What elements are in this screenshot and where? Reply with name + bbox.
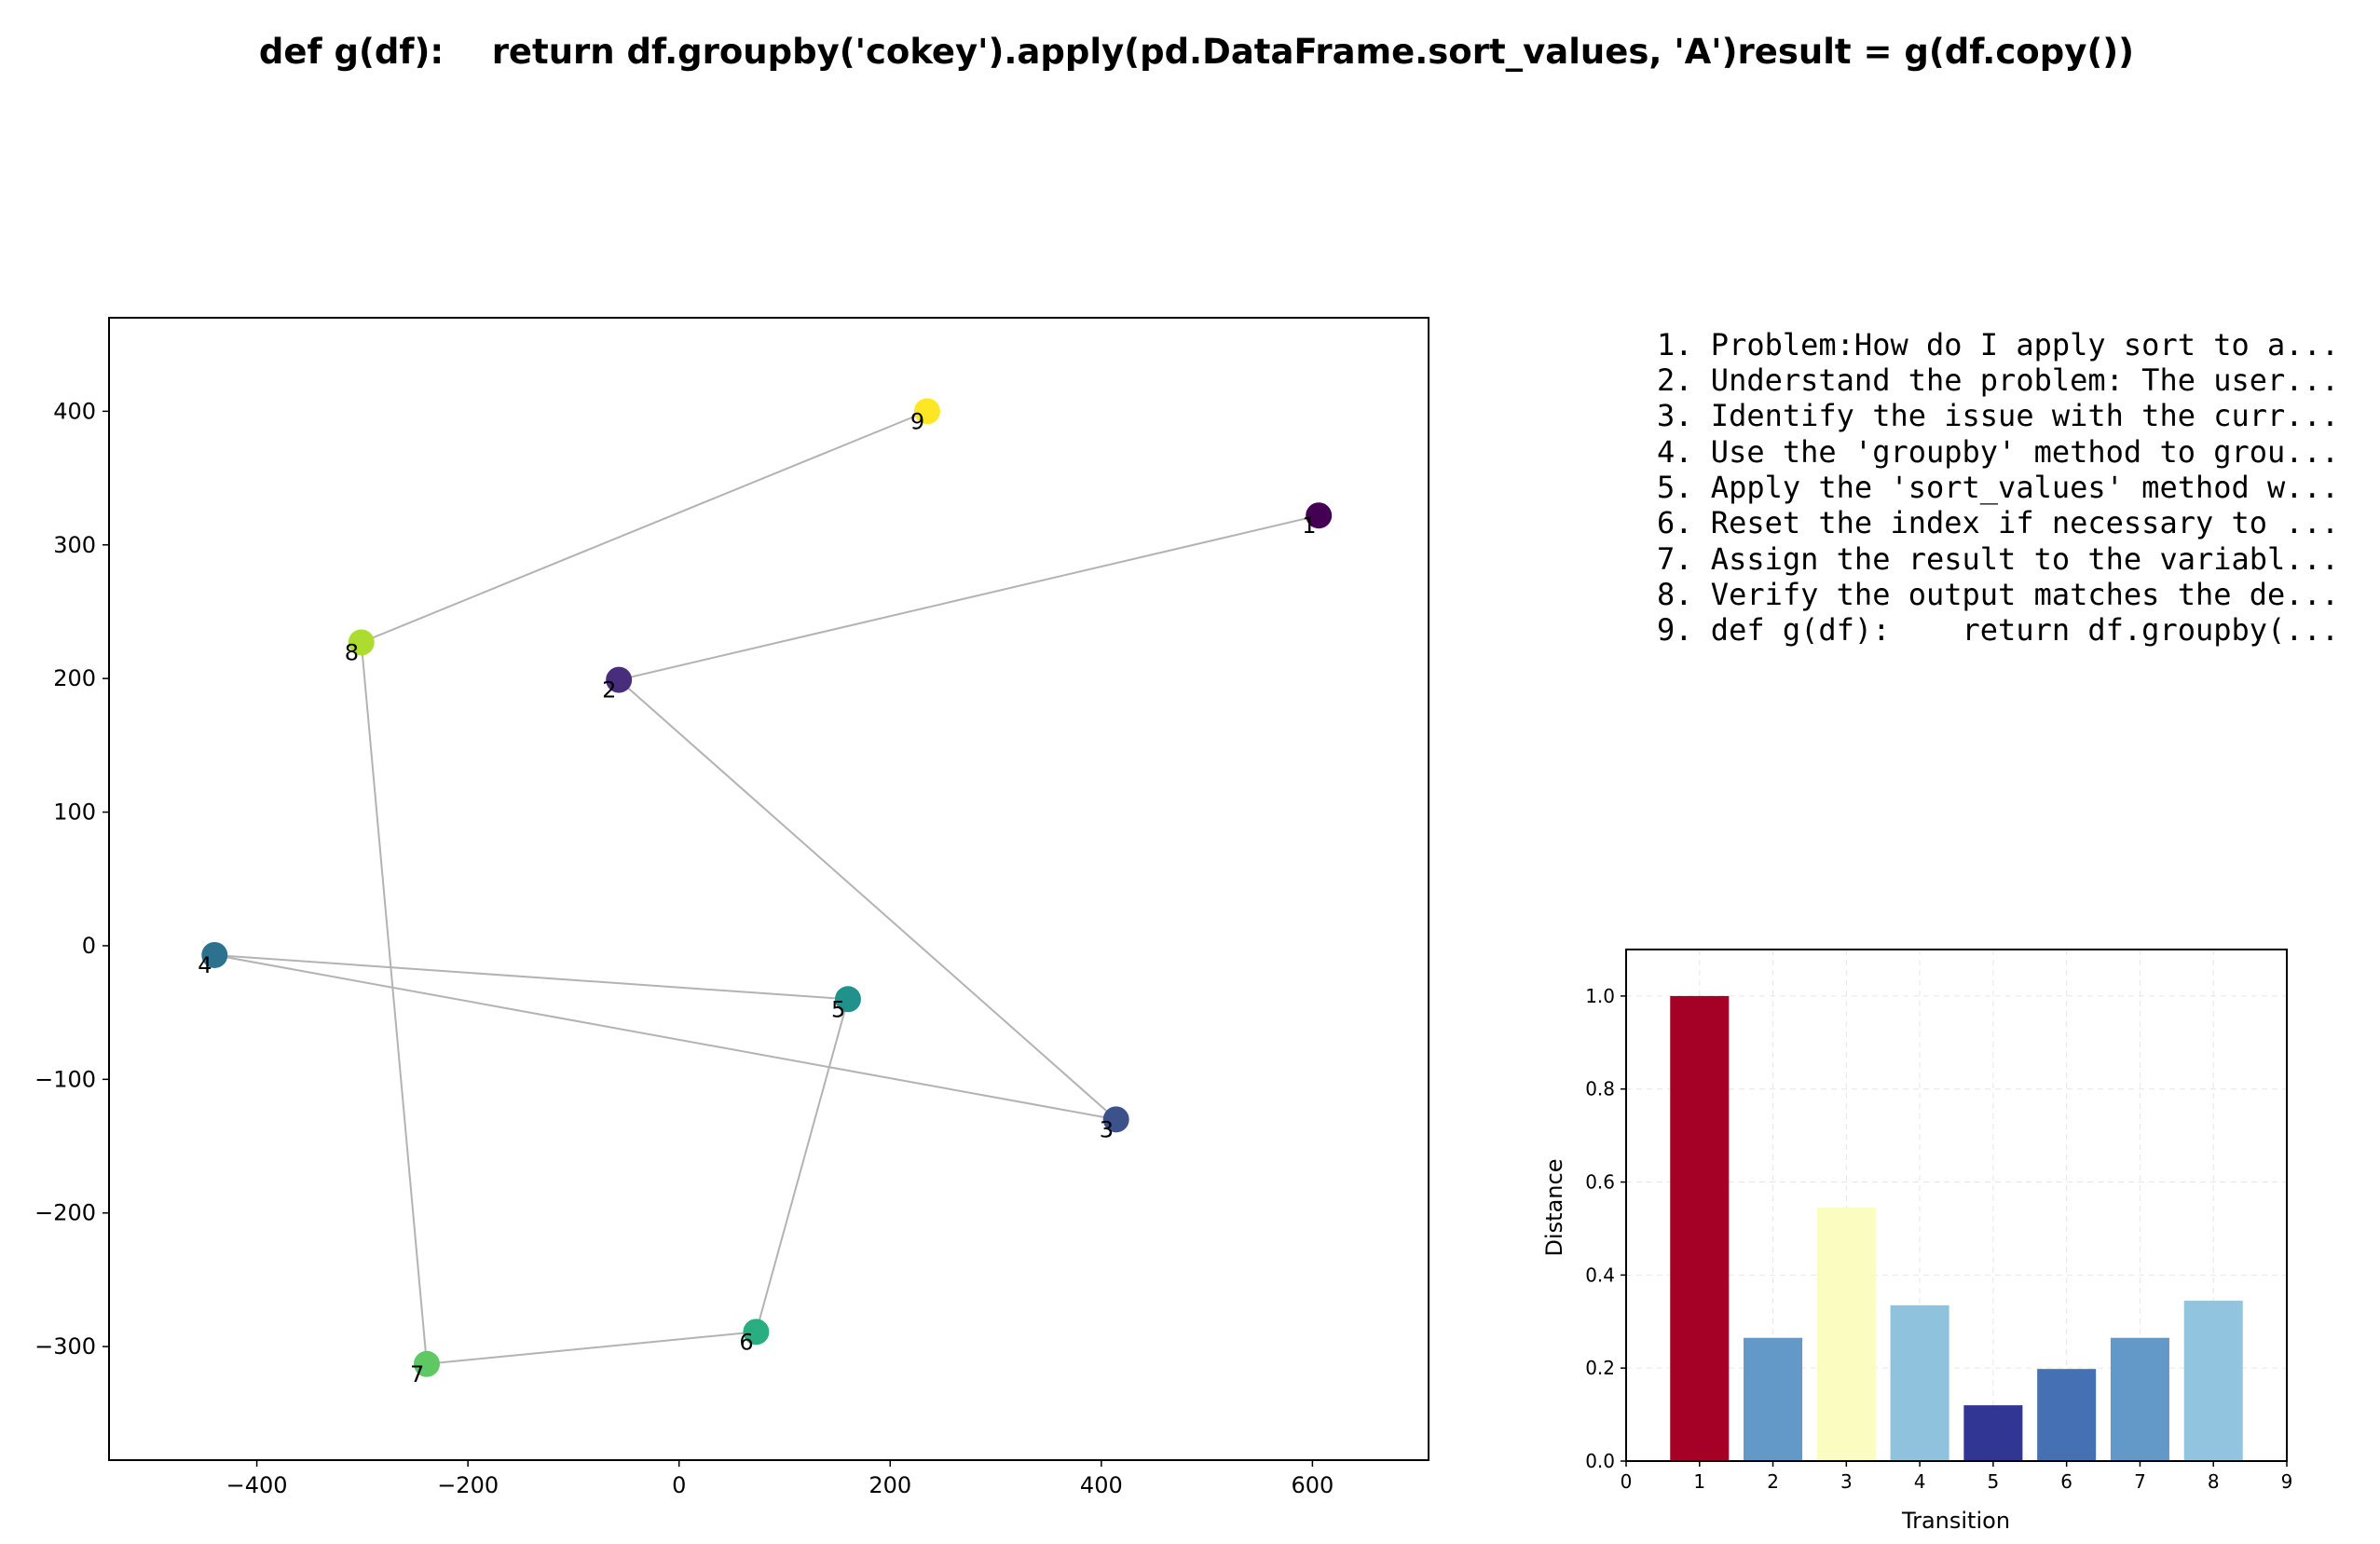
bar-y-tick-label: 0.4 <box>1585 1264 1615 1286</box>
bar-x-tick-label: 2 <box>1767 1470 1779 1493</box>
scatter-point-8 <box>348 629 375 656</box>
step-item: 6. Reset the index if necessary to ... <box>1657 505 2339 540</box>
bar-y-tick-label: 0.0 <box>1585 1450 1615 1472</box>
bar-y-tick-label: 0.6 <box>1585 1171 1615 1194</box>
scatter-point-4 <box>201 941 228 968</box>
scatter-y-tick-label: 300 <box>53 532 96 558</box>
scatter-x-tick-label: 600 <box>1291 1472 1334 1498</box>
bar-y-axis-label: Distance <box>1541 1159 1567 1257</box>
step-item: 9. def g(df): return df.groupby(... <box>1657 612 2339 648</box>
scatter-y-tick-label: 400 <box>53 398 96 424</box>
scatter-point-labels: 1 2 3 4 5 6 7 8 9 <box>198 408 1316 1387</box>
connector-line-3-4 <box>214 953 1116 1121</box>
bar-x-tick-label: 8 <box>2208 1470 2220 1493</box>
bar-4 <box>1890 1305 1949 1461</box>
scatter-x-tick-label: −200 <box>437 1472 499 1498</box>
figure-title: def g(df): return df.groupby('cokey').ap… <box>259 32 2134 72</box>
scatter-y-tick-label: 100 <box>53 799 96 826</box>
bar-x-tick-label: 7 <box>2134 1470 2146 1493</box>
scatter-point-label-3: 3 <box>1100 1116 1114 1142</box>
bar-y-tick-label: 1.0 <box>1585 985 1615 1007</box>
bar-x-tick-label: 0 <box>1621 1470 1633 1493</box>
connector-line-6-7 <box>426 1331 757 1365</box>
scatter-point-label-2: 2 <box>602 677 616 704</box>
scatter-panel: 1 2 3 4 5 6 7 8 9 −400 −200 0 200 400 600 −300 −200 −10… <box>34 317 1429 1498</box>
bar-2 <box>1744 1337 1803 1461</box>
bar-x-axis-label: Transition <box>1901 1508 2010 1534</box>
bars <box>1670 995 2243 1461</box>
connector-line-7-8 <box>360 642 428 1364</box>
bar-6 <box>2037 1369 2097 1461</box>
bar-x-tick-label: 6 <box>2060 1470 2072 1493</box>
connector-line-8-9 <box>361 410 928 644</box>
scatter-y-tick-label: 0 <box>82 933 96 959</box>
step-item: 7. Assign the result to the variabl... <box>1657 541 2339 577</box>
scatter-point-9 <box>913 398 940 425</box>
step-item: 5. Apply the 'sort_values' method w... <box>1657 470 2339 505</box>
bar-1 <box>1670 995 1730 1461</box>
bar-x-tick-label: 3 <box>1840 1470 1853 1493</box>
bar-5 <box>1963 1405 2023 1461</box>
scatter-point-label-1: 1 <box>1302 512 1316 539</box>
connector-line-2-3 <box>618 678 1117 1121</box>
bar-3 <box>1816 1207 1876 1461</box>
bar-8 <box>2183 1300 2243 1461</box>
bar-x-ticks: 0 1 2 3 4 5 6 7 8 9 <box>1621 1461 2293 1493</box>
scatter-y-tick-label: −300 <box>34 1333 96 1360</box>
scatter-points <box>201 398 1333 1377</box>
step-item: 8. Verify the output matches the de... <box>1657 577 2339 612</box>
scatter-x-tick-label: 200 <box>869 1472 911 1498</box>
scatter-y-ticks: −300 −200 −100 0 100 200 300 400 <box>34 398 109 1360</box>
scatter-y-tick-label: −100 <box>34 1066 96 1092</box>
step-item: 3. Identify the issue with the curr... <box>1657 398 2339 433</box>
scatter-x-tick-label: −400 <box>226 1472 288 1498</box>
bar-axes-frame <box>1625 949 2288 1462</box>
bar-x-tick-label: 1 <box>1693 1470 1705 1493</box>
connector-line-5-6 <box>755 999 849 1332</box>
bar-y-tick-label: 0.2 <box>1585 1357 1615 1379</box>
connector-line-4-5 <box>214 953 849 1001</box>
scatter-connecting-lines <box>214 410 1320 1365</box>
scatter-point-2 <box>606 666 633 693</box>
scatter-point-label-7: 7 <box>410 1361 424 1387</box>
bar-panel: 0 1 2 3 4 5 6 7 8 9 0.0 0.2 0.4 0.6 0.8 1.0 Transition… <box>1541 949 2293 1534</box>
scatter-y-tick-label: −200 <box>34 1200 96 1226</box>
scatter-point-3 <box>1102 1106 1129 1133</box>
scatter-x-tick-label: 0 <box>672 1472 686 1498</box>
connector-line-1-2 <box>618 514 1320 681</box>
scatter-point-label-8: 8 <box>345 639 359 665</box>
scatter-axes-frame <box>108 317 1429 1461</box>
scatter-point-label-6: 6 <box>739 1329 753 1355</box>
step-item: 4. Use the 'groupby' method to grou... <box>1657 434 2339 470</box>
step-item: 1. Problem:How do I apply sort to a... <box>1657 327 2339 362</box>
scatter-point-7 <box>413 1350 440 1377</box>
steps-list: 1. Problem:How do I apply sort to a... 2… <box>1657 327 2339 648</box>
scatter-point-1 <box>1306 502 1333 529</box>
bar-y-ticks: 0.0 0.2 0.4 0.6 0.8 1.0 <box>1585 985 1626 1472</box>
bar-x-tick-label: 5 <box>1988 1470 2000 1493</box>
scatter-y-tick-label: 200 <box>53 665 96 691</box>
bar-x-tick-label: 4 <box>1914 1470 1926 1493</box>
bar-y-tick-label: 0.8 <box>1585 1078 1615 1100</box>
scatter-x-tick-label: 400 <box>1080 1472 1123 1498</box>
scatter-point-label-5: 5 <box>831 996 845 1022</box>
bar-7 <box>2110 1337 2169 1461</box>
scatter-point-label-4: 4 <box>198 952 212 978</box>
scatter-point-label-9: 9 <box>910 408 924 434</box>
step-item: 2. Understand the problem: The user... <box>1657 362 2339 398</box>
bar-x-tick-label: 9 <box>2281 1470 2293 1493</box>
scatter-x-ticks: −400 −200 0 200 400 600 <box>226 1460 1334 1498</box>
scatter-point-6 <box>743 1319 770 1346</box>
scatter-point-5 <box>834 986 861 1013</box>
